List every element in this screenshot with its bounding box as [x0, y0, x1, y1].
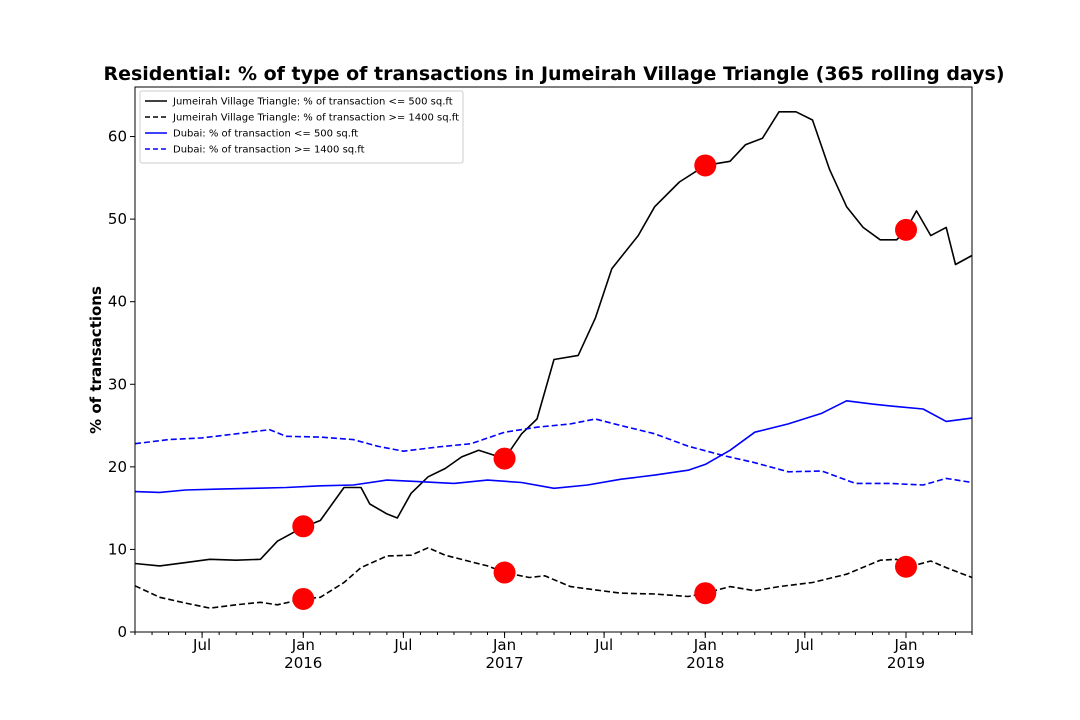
highlight-marker-2	[292, 587, 315, 610]
highlight-marker-6	[694, 582, 717, 605]
legend-label-4: Dubai: % of transaction >= 1400 sq.ft	[173, 145, 365, 156]
chart-title: Residential: % of type of transactions i…	[103, 63, 1004, 85]
y-tick-label: 60	[108, 128, 127, 146]
x-tick-year-label: 2016	[284, 654, 322, 672]
x-tick-label: Jan	[693, 636, 717, 654]
x-tick-label: Jul	[393, 636, 412, 654]
x-tick-label: Jan	[893, 636, 917, 654]
x-tick-label: Jul	[594, 636, 613, 654]
y-tick-label: 0	[117, 623, 127, 641]
y-tick-label: 20	[108, 458, 127, 476]
y-tick-label: 10	[108, 540, 127, 558]
x-tick-label: Jan	[492, 636, 516, 654]
legend-label-1: Jumeirah Village Triangle: % of transact…	[172, 97, 453, 108]
series-line-1	[134, 111, 973, 567]
highlight-marker-8	[895, 555, 918, 578]
y-tick-label: 50	[108, 210, 127, 228]
highlight-marker-5	[694, 154, 717, 177]
y-axis-label: % of transactions	[87, 286, 105, 434]
highlight-marker-1	[292, 515, 315, 538]
x-tick-year-label: 2018	[686, 654, 724, 672]
plot-series-layer	[134, 111, 973, 609]
highlight-marker-3	[493, 447, 516, 470]
x-tick-year-label: 2019	[887, 654, 925, 672]
series-line-4	[134, 418, 973, 486]
y-tick-label: 30	[108, 375, 127, 393]
series-line-2	[134, 547, 973, 609]
legend-label-3: Dubai: % of transaction <= 500 sq.ft	[173, 129, 358, 140]
legend-box	[139, 90, 464, 164]
y-tick-label: 40	[108, 293, 127, 311]
x-tick-label: Jul	[795, 636, 814, 654]
x-tick-label: Jul	[192, 636, 211, 654]
plot-markers-layer	[292, 154, 918, 610]
y-axis: 0 10 20 30 40 50 60	[108, 128, 135, 641]
series-line-3	[134, 400, 973, 494]
highlight-marker-4	[493, 561, 516, 584]
highlight-marker-7	[895, 218, 918, 241]
x-tick-label: Jan	[291, 636, 315, 654]
legend-label-2: Jumeirah Village Triangle: % of transact…	[172, 113, 459, 124]
legend: Jumeirah Village Triangle: % of transact…	[139, 90, 464, 164]
plot-frame	[134, 86, 973, 633]
x-tick-year-label: 2017	[485, 654, 523, 672]
